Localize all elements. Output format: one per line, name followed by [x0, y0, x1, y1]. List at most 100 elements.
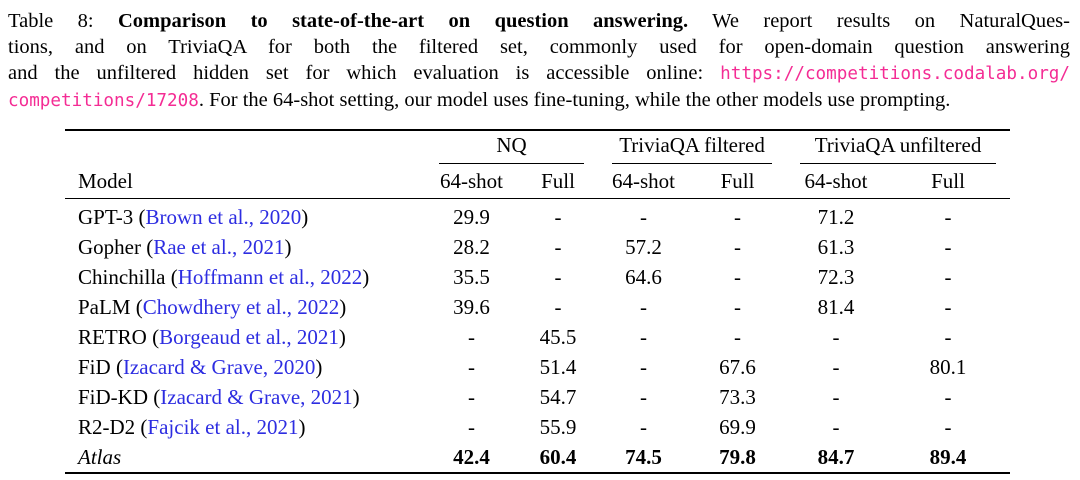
model-name: Atlas — [78, 444, 122, 469]
metric-value: - — [944, 414, 952, 439]
model-cell: Atlas — [65, 442, 425, 473]
metric-value: 74.5 — [625, 444, 662, 469]
column-header-64shot: 64-shot — [786, 164, 887, 199]
results-table: NQ TriviaQA filtered TriviaQA unfiltered… — [65, 129, 1011, 474]
citation-link[interactable]: Rae et al., 2021 — [153, 234, 285, 259]
metric-value: - — [554, 234, 562, 259]
column-header-64shot: 64-shot — [598, 164, 689, 199]
metric-value: - — [640, 354, 647, 379]
table-row: Atlas 42.4 60.4 74.5 79.8 84.7 89.4 — [65, 442, 1010, 473]
metric-value: - — [554, 204, 562, 229]
group-label: TriviaQA filtered — [619, 133, 765, 157]
group-label: TriviaQA unfiltered — [814, 133, 982, 157]
model-cell: Gopher (Rae et al., 2021) — [78, 234, 292, 259]
metric-value: 28.2 — [453, 234, 490, 259]
blank-cell — [65, 130, 425, 164]
citation-link[interactable]: Brown et al., 2020 — [145, 204, 302, 229]
model-name: Gopher — [78, 234, 141, 259]
model-name: RETRO — [78, 324, 147, 349]
metric-value: - — [640, 294, 647, 319]
model-name: PaLM — [78, 294, 131, 319]
model-cell: GPT-3 (Brown et al., 2020) — [78, 204, 309, 229]
caption-text: and the unfiltered hidden set for which … — [8, 62, 721, 84]
group-header-triviaqa-filtered: TriviaQA filtered — [598, 130, 786, 164]
caption-text: tions, and on TriviaQA for both the filt… — [8, 36, 1070, 58]
metric-value: - — [944, 294, 952, 319]
model-cell: FiD (Izacard & Grave, 2020) — [78, 354, 323, 379]
metric-value: 79.8 — [719, 444, 756, 469]
metric-value: 39.6 — [453, 294, 490, 319]
metric-value: 89.4 — [929, 444, 967, 469]
caption-line: tions, and on TriviaQA for both the filt… — [8, 34, 1070, 60]
citation-link[interactable]: Izacard & Grave, 2020 — [122, 354, 316, 379]
metric-value: 45.5 — [539, 324, 577, 349]
metric-value: 69.9 — [719, 414, 756, 439]
citation-link[interactable]: Hoffmann et al., 2022 — [177, 264, 363, 289]
metric-value: - — [944, 264, 952, 289]
column-header-full: Full — [518, 164, 598, 199]
caption-line: and the unfiltered hidden set for which … — [8, 60, 1070, 87]
metric-value: 60.4 — [539, 444, 577, 469]
metric-value: 72.3 — [817, 264, 855, 289]
metric-value: 61.3 — [817, 234, 855, 259]
citation-link[interactable]: Fajcik et al., 2021 — [147, 414, 299, 439]
metric-value: - — [734, 234, 741, 259]
caption-bold-title: Comparison to state-of-the-art on questi… — [117, 10, 689, 32]
metric-value: - — [832, 354, 840, 379]
model-name: Chinchilla — [78, 264, 166, 289]
metric-value: 71.2 — [817, 204, 855, 229]
metric-value: 54.7 — [539, 384, 577, 409]
column-header-full: Full — [689, 164, 787, 199]
metric-value: - — [734, 294, 741, 319]
table-row: Gopher (Rae et al., 2021) 28.2 - 57.2 - 61.3 - — [65, 232, 1010, 262]
table-row: Chinchilla (Hoffmann et al., 2022) 35.5 - 6… — [65, 262, 1010, 292]
metric-value: - — [554, 264, 562, 289]
metric-value: - — [944, 324, 952, 349]
group-label: NQ — [496, 133, 527, 157]
caption-line: competitions/17208. For the 64-shot sett… — [8, 87, 1070, 114]
model-cell: FiD-KD (Izacard & Grave, 2021) — [78, 384, 360, 409]
metric-value: - — [468, 384, 475, 409]
url-link[interactable]: https://competitions.codalab.org/ — [720, 64, 1070, 84]
table-row: RETRO (Borgeaud et al., 2021) - 45.5 - - - - — [65, 322, 1010, 352]
metric-value: - — [734, 204, 741, 229]
metric-value: - — [640, 324, 647, 349]
model-name: R2-D2 — [78, 414, 136, 439]
caption-text: We report results on NaturalQues- — [688, 10, 1070, 32]
table-row: FiD (Izacard & Grave, 2020) - 51.4 - 67.6 - 80… — [65, 352, 1010, 382]
metric-value: - — [734, 324, 741, 349]
caption-text: . For the 64-shot setting, our model use… — [198, 89, 951, 111]
model-cell: R2-D2 (Fajcik et al., 2021) — [78, 414, 306, 439]
citation-link[interactable]: Borgeaud et al., 2021 — [159, 324, 339, 349]
citation-link[interactable]: Izacard & Grave, 2021 — [160, 384, 353, 409]
column-header-row: Model 64-shot Full 64-shot Full 64-shot … — [65, 164, 1011, 199]
metric-value: - — [468, 324, 475, 349]
metric-value: - — [640, 204, 647, 229]
metric-value: 42.4 — [453, 444, 490, 469]
metric-value: 67.6 — [719, 354, 756, 379]
metric-value: 81.4 — [817, 294, 855, 319]
citation-link[interactable]: Chowdhery et al., 2022 — [142, 294, 340, 319]
metric-value: 84.7 — [817, 444, 855, 469]
metric-value: - — [468, 414, 475, 439]
table-row: GPT-3 (Brown et al., 2020) 29.9 - - - 71.2 - — [65, 199, 1010, 233]
model-name: FiD — [78, 354, 111, 379]
table-row: PaLM (Chowdhery et al., 2022) 39.6 - - - 81.4… — [65, 292, 1010, 322]
table-row: R2-D2 (Fajcik et al., 2021) - 55.9 - 69.9 - - — [65, 412, 1010, 442]
column-header-64shot: 64-shot — [425, 164, 518, 199]
model-cell: Chinchilla (Hoffmann et al., 2022) — [78, 264, 370, 289]
metric-value: - — [832, 414, 840, 439]
caption-text: Table 8: — [8, 10, 118, 32]
metric-value: 73.3 — [719, 384, 756, 409]
metric-value: 29.9 — [453, 204, 490, 229]
metric-value: 55.9 — [539, 414, 577, 439]
metric-value: 64.6 — [625, 264, 662, 289]
url-link[interactable]: competitions/17208 — [8, 91, 199, 111]
metric-value: - — [640, 384, 647, 409]
table-row: FiD-KD (Izacard & Grave, 2021) - 54.7 - 73.3… — [65, 382, 1010, 412]
group-rule-triviaqa-unfiltered: TriviaQA unfiltered — [800, 133, 997, 164]
group-rule-nq: NQ — [439, 133, 584, 164]
metric-value: 35.5 — [453, 264, 490, 289]
metric-value: - — [944, 384, 952, 409]
model-cell: RETRO (Borgeaud et al., 2021) — [78, 324, 346, 349]
